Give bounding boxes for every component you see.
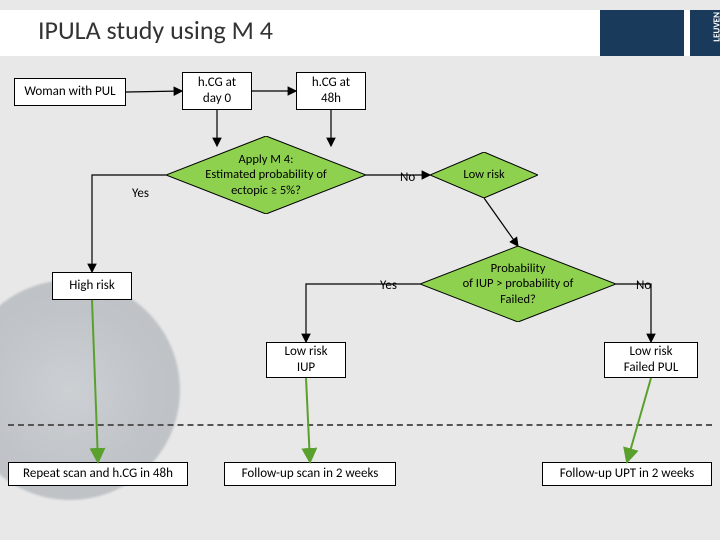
diamond-iup-vs-failed: Probabilityof IUP > probability ofFailed… <box>420 246 616 322</box>
node-low-risk-iup: Low riskIUP <box>266 342 346 378</box>
node-repeat-scan: Repeat scan and h.CG in 48h <box>8 462 188 486</box>
node-woman-pul: Woman with PUL <box>14 78 126 106</box>
logo-text: LEUVEN <box>712 12 720 42</box>
divider-dashed <box>8 424 712 426</box>
diamond-apply-m4: Apply M 4:Estimated probability ofectopi… <box>166 136 366 214</box>
edge-label-yes1: Yes <box>132 186 149 201</box>
node-followup-scan: Follow-up scan in 2 weeks <box>224 462 396 486</box>
node-label: Follow-up scan in 2 weeks <box>242 466 379 482</box>
slide-title: IPULA study using M 4 <box>38 14 273 46</box>
node-hcg-48h: h.CG at48h <box>296 72 366 110</box>
node-high-risk: High risk <box>52 272 132 300</box>
node-label: h.CG atday 0 <box>198 75 236 106</box>
node-label: Repeat scan and h.CG in 48h <box>23 466 173 482</box>
node-low-risk-failed: Low riskFailed PUL <box>604 342 698 378</box>
node-label: High risk <box>69 278 114 294</box>
node-label: Low riskFailed PUL <box>624 344 679 375</box>
edge-label-no2: No <box>636 278 651 293</box>
diamond-label: Apply M 4:Estimated probability ofectopi… <box>205 152 326 199</box>
header-stripe <box>600 10 720 56</box>
diamond-low-risk: Low risk <box>430 152 538 198</box>
edge-label-yes2: Yes <box>380 278 397 293</box>
edge-label-no1: No <box>400 170 415 185</box>
node-label: Follow-up UPT in 2 weeks <box>560 466 695 482</box>
diamond-label: Low risk <box>463 167 504 183</box>
node-label: Low riskIUP <box>284 344 327 375</box>
node-label: Woman with PUL <box>24 84 115 100</box>
node-hcg-day0: h.CG atday 0 <box>182 72 252 110</box>
node-followup-upt: Follow-up UPT in 2 weeks <box>542 462 712 486</box>
diamond-label: Probabilityof IUP > probability ofFailed… <box>463 261 574 308</box>
node-label: h.CG at48h <box>312 75 350 106</box>
